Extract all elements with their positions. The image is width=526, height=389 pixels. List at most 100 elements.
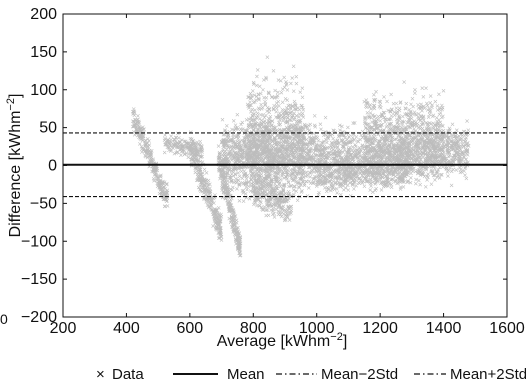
data-point — [279, 177, 283, 182]
data-point — [205, 196, 209, 201]
data-point — [290, 176, 295, 181]
data-point — [335, 145, 340, 150]
data-point — [257, 84, 262, 89]
data-point — [312, 135, 316, 140]
data-point — [193, 166, 198, 170]
data-point — [236, 178, 240, 183]
data-point — [258, 147, 263, 151]
data-point — [212, 201, 216, 205]
data-point — [277, 203, 282, 207]
data-point — [269, 197, 273, 201]
data-point — [211, 224, 215, 228]
data-point — [247, 180, 251, 185]
data-point — [246, 160, 251, 165]
data-point — [238, 253, 243, 258]
data-point — [263, 135, 267, 140]
data-point — [307, 135, 312, 139]
data-point — [266, 203, 271, 208]
data-point — [138, 142, 142, 146]
data-point — [289, 159, 293, 163]
data-point — [229, 180, 234, 184]
data-point — [259, 126, 263, 131]
data-point — [249, 103, 253, 108]
data-point — [265, 208, 270, 212]
data-point — [282, 75, 286, 80]
data-point — [200, 145, 204, 149]
data-point — [283, 151, 288, 155]
data-point — [324, 189, 329, 194]
data-point — [416, 102, 420, 107]
data-point — [201, 179, 206, 184]
data-point — [259, 153, 264, 158]
data-point — [220, 159, 225, 164]
data-point — [297, 115, 301, 119]
data-point — [246, 123, 251, 127]
data-point — [223, 196, 228, 201]
data-point — [237, 244, 242, 248]
data-point — [172, 151, 177, 156]
data-point — [193, 170, 198, 175]
data-point — [277, 182, 282, 186]
data-point — [274, 101, 279, 105]
data-point — [176, 141, 180, 146]
data-point — [280, 207, 284, 212]
data-point — [263, 186, 268, 191]
data-point — [224, 175, 228, 180]
data-point — [199, 144, 204, 148]
data-point — [291, 188, 296, 192]
data-point — [425, 178, 429, 182]
data-point — [269, 208, 273, 212]
data-point — [235, 112, 240, 117]
data-point — [245, 152, 250, 157]
data-point — [286, 147, 291, 152]
data-point — [387, 155, 392, 160]
data-point — [266, 145, 271, 150]
data-point — [269, 123, 274, 128]
data-point — [285, 88, 290, 92]
data-point — [275, 95, 279, 100]
data-point — [284, 214, 289, 219]
data-point — [245, 128, 250, 133]
data-point — [228, 138, 233, 143]
data-point — [262, 135, 266, 139]
data-point — [311, 151, 316, 155]
data-point — [275, 133, 279, 138]
data-point — [273, 146, 278, 150]
data-point — [301, 155, 306, 160]
data-point — [244, 185, 249, 189]
data-point — [301, 175, 306, 180]
data-point — [231, 208, 236, 213]
data-point — [290, 115, 295, 120]
data-point — [274, 109, 279, 114]
data-point — [149, 155, 154, 160]
data-point — [252, 122, 256, 127]
data-point — [225, 171, 230, 176]
data-point — [142, 146, 146, 151]
data-point — [234, 180, 239, 185]
data-point — [293, 127, 298, 132]
data-point — [449, 169, 454, 174]
data-point — [433, 178, 437, 182]
data-point — [409, 171, 413, 176]
data-point — [464, 176, 469, 181]
data-point — [297, 107, 302, 112]
data-point — [311, 177, 316, 181]
data-point — [246, 137, 250, 142]
data-point — [220, 169, 224, 174]
data-point — [298, 171, 302, 176]
data-point — [132, 132, 137, 137]
data-point — [141, 136, 145, 141]
data-point — [293, 141, 297, 146]
data-point — [462, 169, 466, 173]
data-point — [345, 137, 350, 142]
data-point — [297, 137, 302, 141]
data-point — [287, 218, 292, 222]
data-point — [306, 157, 310, 161]
data-point — [355, 148, 360, 153]
data-point — [239, 169, 244, 174]
data-point — [189, 157, 194, 162]
data-point — [248, 170, 253, 174]
data-point — [249, 177, 254, 181]
data-point — [277, 150, 282, 154]
data-point — [279, 190, 283, 195]
